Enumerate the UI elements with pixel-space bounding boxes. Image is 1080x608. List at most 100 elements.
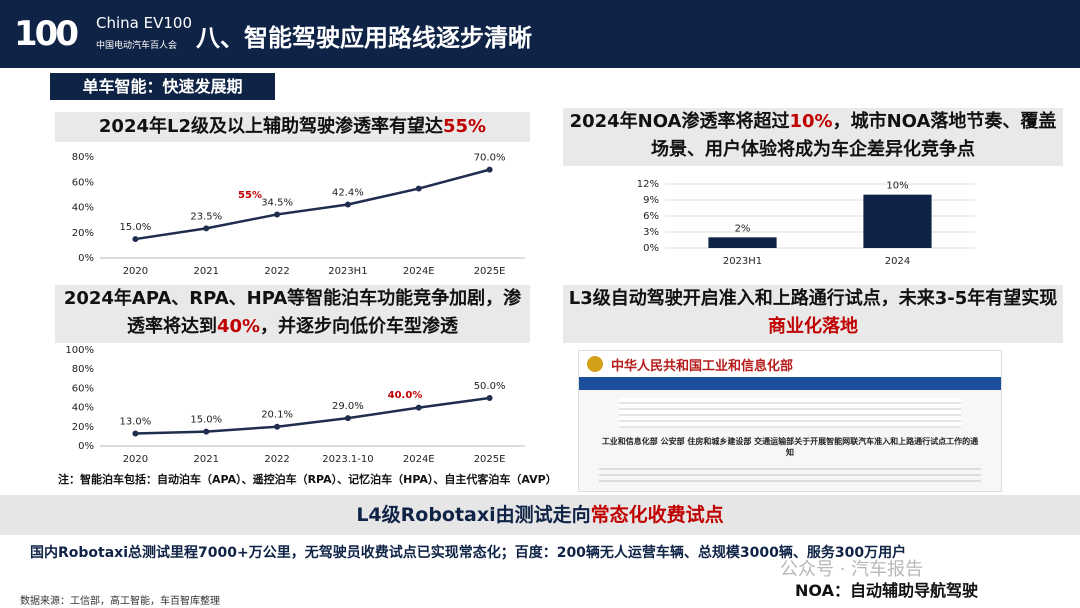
doc-lines bbox=[619, 398, 961, 428]
value-label: 70.0% bbox=[474, 153, 506, 164]
x-tick-label: 2023H1 bbox=[328, 266, 367, 277]
y-tick-label: 80% bbox=[72, 152, 94, 163]
x-tick-label: 2025E bbox=[474, 266, 506, 277]
point bbox=[415, 185, 422, 192]
title-part: 商业化落地 bbox=[768, 316, 858, 337]
chart: 0% 20% 40% 60% 80% 2020 2021 2022 2023H1 2024E 202… bbox=[72, 152, 525, 277]
y-tick-label: 40% bbox=[72, 203, 94, 214]
title-part: 10% bbox=[789, 111, 833, 132]
x-tick-label: 2022 bbox=[264, 454, 289, 465]
title-part: 55% bbox=[443, 116, 487, 137]
y-tick-label: 12% bbox=[637, 179, 659, 190]
point bbox=[132, 236, 139, 243]
x-tick-label: 2020 bbox=[123, 454, 148, 465]
title-part: 2024年APA、RPA、HPA等智能泊车功能竞争加剧，渗透率将达到 bbox=[63, 288, 522, 337]
value-label: 15.0% bbox=[120, 222, 152, 233]
annotation: 40.0% bbox=[388, 390, 423, 401]
header-bar bbox=[0, 0, 1080, 68]
summary: 国内Robotaxi总测试里程7000+万公里，无驾驶员收费试点已实现常态化；百… bbox=[30, 545, 907, 561]
line bbox=[135, 168, 490, 241]
x-tick-label: 2024E bbox=[403, 454, 435, 465]
y-tick-label: 20% bbox=[72, 228, 94, 239]
value-label: 10% bbox=[886, 181, 908, 192]
point bbox=[203, 428, 210, 435]
watermark: 公众号 · 汽车报告 bbox=[780, 559, 924, 580]
title-part: ，并逐步向低价车型渗透 bbox=[260, 316, 459, 337]
x-tick-label: 2022 bbox=[264, 266, 289, 277]
title-part: 2024年L2级及以上辅助驾驶渗透率有望达 bbox=[98, 116, 443, 137]
source: 数据来源：工信部，高工智能，车百智库整理 bbox=[20, 596, 220, 607]
doc-nav bbox=[579, 380, 1001, 390]
value-label: 2% bbox=[735, 223, 751, 234]
box-title: L3级自动驾驶开启准入和上路通行试点，未来3-5年有望实现商业化落地 bbox=[563, 285, 1063, 343]
title-part: 40% bbox=[216, 316, 261, 337]
box-title: 2024年L2级及以上辅助驾驶渗透率有望达55% bbox=[55, 112, 530, 142]
x-tick-label: 2021 bbox=[194, 454, 219, 465]
point bbox=[486, 166, 493, 173]
doc-body bbox=[599, 464, 981, 486]
title-part: L3级自动驾驶开启准入和上路通行试点，未来3-5年有望实现 bbox=[568, 288, 1058, 309]
point bbox=[344, 415, 351, 422]
point bbox=[274, 211, 281, 218]
y-tick-label: 9% bbox=[643, 195, 659, 206]
line bbox=[135, 396, 490, 435]
chart: 0% 20% 40% 60% 80% 100% 2020 2021 2022 2023.1-10 2… bbox=[65, 345, 525, 465]
y-tick-label: 6% bbox=[643, 211, 659, 222]
title-part: ，城市NOA落地节奏、覆盖场景、用户体验将成为车企差异化竞争点 bbox=[651, 111, 1057, 160]
annotation: 55% bbox=[238, 190, 262, 201]
logo-sub: 中国电动汽车百人会 bbox=[96, 41, 178, 51]
footnote: NOA：自动辅助导航驾驶 bbox=[795, 581, 978, 600]
value-label: 20.1% bbox=[261, 410, 293, 421]
value-label: 34.5% bbox=[261, 197, 293, 208]
x-tick-label: 2023.1-10 bbox=[322, 454, 373, 465]
y-tick-label: 0% bbox=[643, 243, 659, 254]
y-tick-label: 60% bbox=[72, 177, 94, 188]
value-label: 42.4% bbox=[332, 187, 364, 198]
doc-org: 中华人民共和国工业和信息化部 bbox=[611, 358, 794, 374]
note: 注：智能泊车包括：自动泊车（APA）、遥控泊车（RPA）、记忆泊车（HPA）、自… bbox=[58, 473, 557, 486]
value-label: 23.5% bbox=[190, 211, 222, 222]
point bbox=[415, 404, 422, 411]
banner-highlight: 常态化收费试点 bbox=[590, 504, 724, 526]
point bbox=[486, 395, 493, 401]
y-tick-label: 0% bbox=[78, 441, 94, 452]
section-badge: 单车智能：快速发展期 bbox=[50, 73, 275, 100]
bar bbox=[863, 194, 932, 248]
y-tick-label: 100% bbox=[65, 345, 94, 356]
y-tick-label: 3% bbox=[643, 227, 659, 238]
value-label: 13.0% bbox=[120, 417, 152, 428]
box-title: 2024年NOA渗透率将超过10%，城市NOA落地节奏、覆盖场景、用户体验将成为… bbox=[563, 108, 1063, 166]
point bbox=[203, 225, 210, 232]
value-label: 50.0% bbox=[474, 381, 506, 392]
banner-text: L4级Robotaxi由测试走向 bbox=[356, 504, 591, 526]
y-tick-label: 80% bbox=[72, 364, 94, 375]
y-tick-label: 20% bbox=[72, 422, 94, 433]
document-image: 中华人民共和国工业和信息化部 工业和信息化部 公安部 住房和城乡建设部 交通运输… bbox=[578, 350, 1002, 492]
x-tick-label: 2020 bbox=[123, 266, 148, 277]
y-tick-label: 40% bbox=[72, 403, 94, 414]
slide-title: 八、智能驾驶应用路线逐步清晰 bbox=[196, 24, 532, 52]
y-tick-label: 60% bbox=[72, 383, 94, 394]
chart: 0% 3% 6% 9% 12% 2023H1 2024 2% 10% bbox=[637, 179, 975, 267]
x-tick-label: 2024 bbox=[885, 256, 910, 267]
bar bbox=[708, 237, 777, 248]
emblem bbox=[587, 356, 603, 372]
logo: China EV100 bbox=[96, 14, 192, 32]
x-tick-label: 2024E bbox=[403, 266, 435, 277]
title-part: 2024年NOA渗透率将超过 bbox=[569, 111, 790, 132]
doc-header: 中华人民共和国工业和信息化部 bbox=[579, 351, 1001, 380]
x-tick-label: 2023H1 bbox=[723, 256, 762, 267]
doc-heading: 工业和信息化部 公安部 住房和城乡建设部 交通运输部关于开展智能网联汽车准入和上… bbox=[601, 437, 979, 457]
banner: L4级Robotaxi由测试走向常态化收费试点 bbox=[0, 495, 1080, 535]
point bbox=[344, 201, 351, 208]
point bbox=[132, 430, 139, 437]
y-tick-label: 0% bbox=[78, 253, 94, 264]
value-label: 29.0% bbox=[332, 401, 364, 412]
point bbox=[274, 423, 281, 430]
box-title: 2024年APA、RPA、HPA等智能泊车功能竞争加剧，渗透率将达到40%，并逐… bbox=[55, 285, 530, 343]
logo-mark: 100 bbox=[14, 14, 79, 54]
x-tick-label: 2021 bbox=[194, 266, 219, 277]
x-tick-label: 2025E bbox=[474, 454, 506, 465]
value-label: 15.0% bbox=[190, 415, 222, 426]
